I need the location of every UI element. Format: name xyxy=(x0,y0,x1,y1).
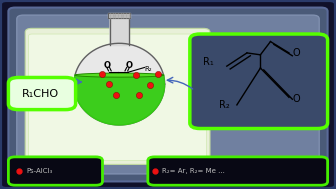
Polygon shape xyxy=(74,43,165,125)
Text: Ps-AlCl₃: Ps-AlCl₃ xyxy=(26,168,52,174)
Polygon shape xyxy=(127,18,128,45)
FancyBboxPatch shape xyxy=(29,34,207,161)
Polygon shape xyxy=(75,75,165,125)
Text: O: O xyxy=(103,61,110,70)
Polygon shape xyxy=(108,13,130,18)
FancyBboxPatch shape xyxy=(17,15,319,174)
FancyBboxPatch shape xyxy=(8,77,76,110)
Polygon shape xyxy=(112,18,127,45)
Ellipse shape xyxy=(75,73,164,77)
Text: R₂: R₂ xyxy=(219,100,230,110)
FancyBboxPatch shape xyxy=(8,157,102,185)
Text: R₁CHO: R₁CHO xyxy=(22,89,59,98)
Text: O: O xyxy=(292,94,300,104)
Text: R₁: R₁ xyxy=(203,57,213,67)
Polygon shape xyxy=(110,18,112,45)
Text: O: O xyxy=(292,48,300,58)
Text: R₂= Ar, R₂= Me ...: R₂= Ar, R₂= Me ... xyxy=(162,168,225,174)
FancyBboxPatch shape xyxy=(190,34,328,129)
Text: O: O xyxy=(126,61,133,70)
FancyBboxPatch shape xyxy=(25,28,210,164)
FancyBboxPatch shape xyxy=(148,157,328,185)
Text: R₂: R₂ xyxy=(144,66,152,72)
FancyBboxPatch shape xyxy=(8,8,328,181)
